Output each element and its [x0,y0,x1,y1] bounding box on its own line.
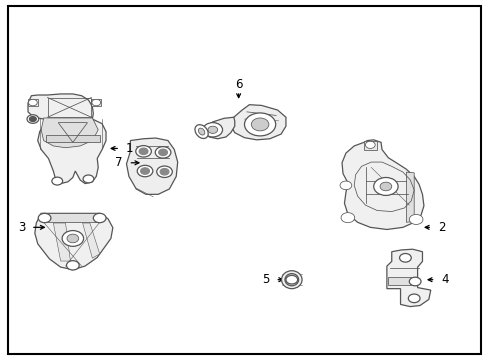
Circle shape [92,99,101,106]
Circle shape [285,275,297,284]
Circle shape [365,141,374,148]
Circle shape [38,213,51,223]
Circle shape [52,177,62,185]
Circle shape [155,147,170,158]
Circle shape [157,166,172,177]
Circle shape [66,261,79,270]
Polygon shape [35,213,113,270]
Polygon shape [28,94,106,184]
Circle shape [160,168,168,175]
Polygon shape [387,277,415,285]
Text: 7: 7 [115,156,122,169]
Circle shape [27,115,39,123]
Circle shape [137,165,153,177]
Ellipse shape [195,125,208,139]
Circle shape [139,148,148,154]
Circle shape [29,117,36,122]
Ellipse shape [198,128,204,135]
Circle shape [244,113,275,136]
Circle shape [67,234,79,243]
Circle shape [28,99,37,106]
Circle shape [62,230,83,246]
Circle shape [251,118,268,131]
Circle shape [408,277,420,286]
Text: 2: 2 [437,221,445,234]
Polygon shape [230,105,285,140]
Polygon shape [341,140,423,229]
Circle shape [158,149,167,156]
Polygon shape [205,117,234,139]
Circle shape [136,145,151,157]
Circle shape [83,175,94,183]
Ellipse shape [281,271,302,289]
Polygon shape [126,138,177,194]
Circle shape [93,213,106,223]
Circle shape [408,215,422,225]
Polygon shape [363,140,376,149]
Circle shape [340,213,354,223]
Polygon shape [28,99,38,107]
Ellipse shape [285,274,298,286]
Polygon shape [386,249,430,307]
Text: 3: 3 [18,221,25,234]
Text: 4: 4 [441,273,448,286]
Polygon shape [53,223,70,261]
Polygon shape [43,213,100,222]
Circle shape [141,168,149,174]
Polygon shape [46,135,100,141]
Circle shape [339,181,351,190]
Circle shape [207,126,217,134]
Circle shape [373,177,397,195]
Circle shape [379,182,391,191]
Text: 5: 5 [262,273,269,286]
Text: 6: 6 [234,78,242,91]
Circle shape [399,253,410,262]
Circle shape [203,123,222,137]
Polygon shape [82,223,100,258]
Polygon shape [406,172,413,222]
Text: 1: 1 [126,142,133,155]
Circle shape [407,294,419,303]
Polygon shape [41,118,98,148]
Polygon shape [91,99,101,107]
